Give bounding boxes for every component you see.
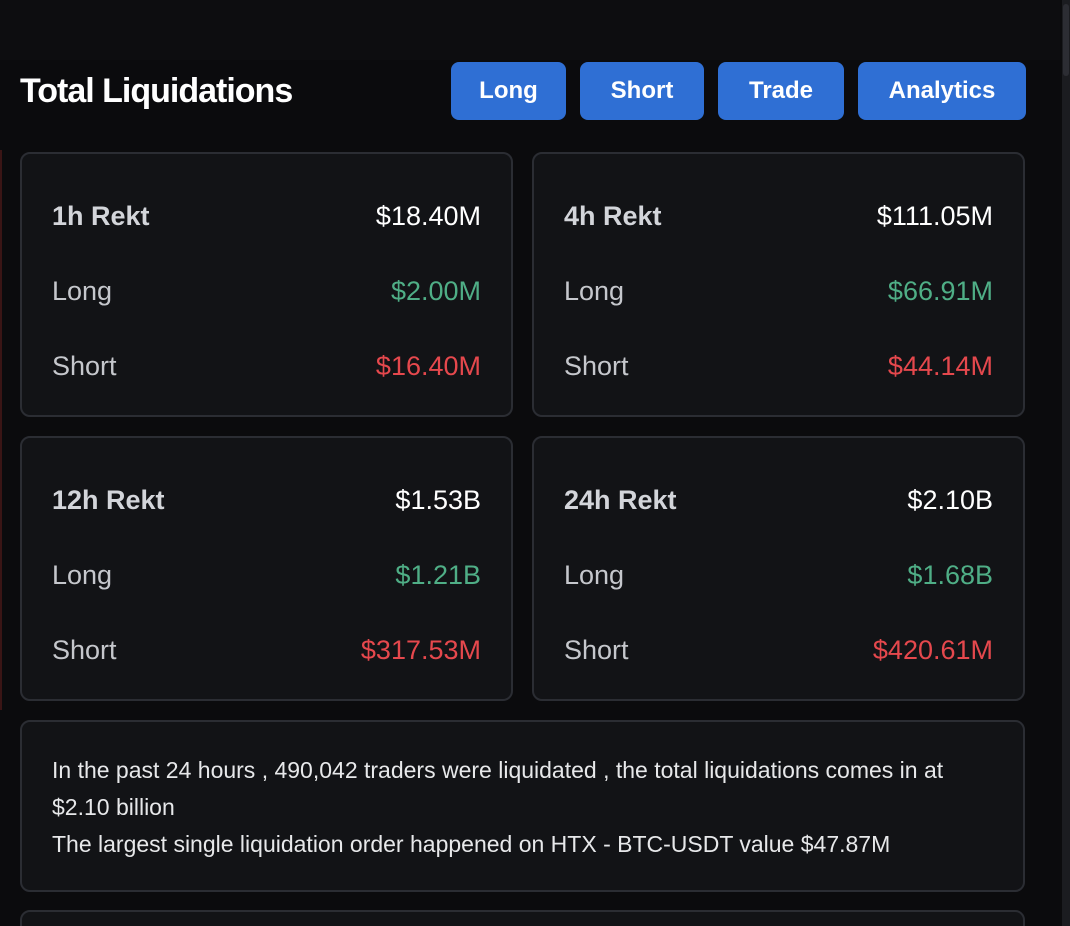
long-value: $66.91M <box>887 275 993 306</box>
rekt-card-12h: 12h Rekt $1.53B Long $1.21B Short $317.5… <box>20 436 513 701</box>
liquidation-summary: In the past 24 hours , 490,042 traders w… <box>20 720 1025 892</box>
short-value: $44.14M <box>887 350 993 381</box>
long-row: Long $1.68B <box>564 557 993 593</box>
trade-button[interactable]: Trade <box>718 62 844 120</box>
short-value: $317.53M <box>360 634 481 665</box>
header-button-group: Long Short Trade Analytics <box>451 62 1026 120</box>
long-label: Long <box>52 559 113 590</box>
analytics-button[interactable]: Analytics <box>858 62 1026 120</box>
rekt-card-24h: 24h Rekt $2.10B Long $1.68B Short $420.6… <box>532 436 1025 701</box>
period-label: 12h Rekt <box>52 484 165 515</box>
period-label: 24h Rekt <box>564 484 677 515</box>
long-row: Long $1.21B <box>52 557 481 593</box>
long-label: Long <box>564 275 625 306</box>
short-label: Short <box>52 350 117 381</box>
short-label: Short <box>564 634 629 665</box>
total-row: 4h Rekt $111.05M <box>564 198 993 234</box>
page-header: Total Liquidations Long Short Trade Anal… <box>20 62 1026 124</box>
short-row: Short $44.14M <box>564 348 993 384</box>
top-strip <box>0 0 1060 60</box>
short-label: Short <box>564 350 629 381</box>
next-card-partial <box>20 910 1025 926</box>
scrollbar[interactable] <box>1062 0 1070 926</box>
total-value: $111.05M <box>876 200 993 231</box>
long-value: $1.21B <box>395 559 481 590</box>
scrollbar-thumb[interactable] <box>1063 4 1069 76</box>
total-value: $1.53B <box>395 484 481 515</box>
long-value: $2.00M <box>390 275 481 306</box>
short-row: Short $420.61M <box>564 632 993 668</box>
short-row: Short $317.53M <box>52 632 481 668</box>
short-value: $16.40M <box>375 350 481 381</box>
total-row: 12h Rekt $1.53B <box>52 482 481 518</box>
period-label: 4h Rekt <box>564 200 662 231</box>
short-row: Short $16.40M <box>52 348 481 384</box>
long-button[interactable]: Long <box>451 62 566 120</box>
total-value: $18.40M <box>375 200 481 231</box>
rekt-card-1h: 1h Rekt $18.40M Long $2.00M Short $16.40… <box>20 152 513 417</box>
short-value: $420.61M <box>872 634 993 665</box>
long-row: Long $66.91M <box>564 273 993 309</box>
short-label: Short <box>52 634 117 665</box>
left-edge-divider <box>0 150 2 710</box>
long-label: Long <box>564 559 625 590</box>
short-button[interactable]: Short <box>580 62 704 120</box>
summary-line-2: The largest single liquidation order hap… <box>52 831 891 857</box>
long-value: $1.68B <box>907 559 993 590</box>
total-row: 24h Rekt $2.10B <box>564 482 993 518</box>
long-row: Long $2.00M <box>52 273 481 309</box>
summary-line-1: In the past 24 hours , 490,042 traders w… <box>52 757 944 820</box>
total-value: $2.10B <box>907 484 993 515</box>
long-label: Long <box>52 275 113 306</box>
total-row: 1h Rekt $18.40M <box>52 198 481 234</box>
page-title: Total Liquidations <box>20 72 293 110</box>
rekt-card-4h: 4h Rekt $111.05M Long $66.91M Short $44.… <box>532 152 1025 417</box>
period-label: 1h Rekt <box>52 200 150 231</box>
